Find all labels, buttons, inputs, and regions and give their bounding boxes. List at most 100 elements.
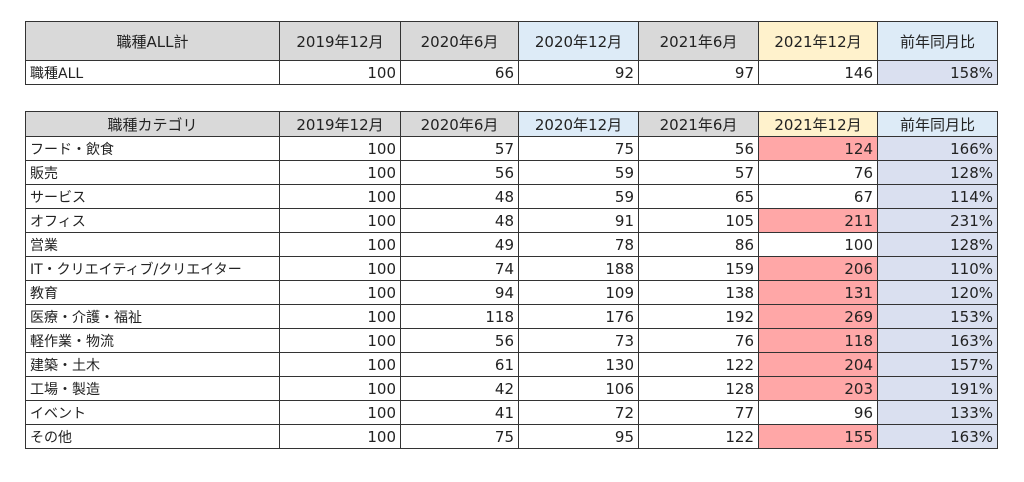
value-cell: 74 (400, 256, 519, 281)
yoy-ratio-cell: 128% (877, 160, 998, 185)
value-cell: 66 (400, 60, 519, 85)
column-header: 2019年12月 (279, 21, 401, 61)
value-cell: 146 (758, 60, 878, 85)
value-cell: 72 (518, 400, 639, 425)
row-label: 医療・介護・福祉 (25, 304, 280, 329)
value-cell: 204 (758, 352, 878, 377)
column-header: 2020年12月 (518, 21, 639, 61)
row-label: 軽作業・物流 (25, 328, 280, 353)
value-cell: 49 (400, 232, 519, 257)
value-cell: 75 (400, 424, 519, 449)
yoy-ratio-cell: 110% (877, 256, 998, 281)
value-cell: 91 (518, 208, 639, 233)
column-header: 2020年6月 (400, 21, 519, 61)
value-cell: 61 (400, 352, 519, 377)
value-cell: 159 (638, 256, 759, 281)
value-cell: 155 (758, 424, 878, 449)
yoy-ratio-cell: 128% (877, 232, 998, 257)
value-cell: 96 (758, 400, 878, 425)
row-label: フード・飲食 (25, 136, 280, 161)
column-header: 2020年6月 (400, 111, 519, 137)
table-row: その他 100 75 95 122 155 163% (25, 424, 998, 449)
value-cell: 56 (400, 328, 519, 353)
column-header: 前年同月比 (877, 21, 998, 61)
value-cell: 94 (400, 280, 519, 305)
value-cell: 48 (400, 208, 519, 233)
value-cell: 130 (518, 352, 639, 377)
value-cell: 176 (518, 304, 639, 329)
value-cell: 100 (279, 304, 401, 329)
table-row: IT・クリエイティブ/クリエイター 100 74 188 159 206 110% (25, 256, 998, 281)
value-cell: 105 (638, 208, 759, 233)
value-cell: 192 (638, 304, 759, 329)
value-cell: 59 (518, 160, 639, 185)
column-header: 2021年6月 (638, 21, 759, 61)
column-header: 2019年12月 (279, 111, 401, 137)
yoy-ratio-cell: 153% (877, 304, 998, 329)
value-cell: 128 (638, 376, 759, 401)
yoy-ratio-cell: 114% (877, 184, 998, 209)
value-cell: 203 (758, 376, 878, 401)
value-cell: 118 (758, 328, 878, 353)
column-header: 2021年12月 (758, 111, 878, 137)
value-cell: 269 (758, 304, 878, 329)
value-cell: 97 (638, 60, 759, 85)
yoy-ratio-cell: 163% (877, 328, 998, 353)
value-cell: 76 (758, 160, 878, 185)
yoy-ratio-cell: 120% (877, 280, 998, 305)
value-cell: 100 (279, 280, 401, 305)
value-cell: 100 (279, 232, 401, 257)
value-cell: 57 (400, 136, 519, 161)
row-label: 販売 (25, 160, 280, 185)
value-cell: 100 (279, 136, 401, 161)
value-cell: 100 (279, 160, 401, 185)
value-cell: 48 (400, 184, 519, 209)
value-cell: 57 (638, 160, 759, 185)
value-cell: 100 (279, 208, 401, 233)
value-cell: 100 (279, 376, 401, 401)
row-label: その他 (25, 424, 280, 449)
value-cell: 188 (518, 256, 639, 281)
value-cell: 76 (638, 328, 759, 353)
value-cell: 100 (758, 232, 878, 257)
value-cell: 131 (758, 280, 878, 305)
yoy-ratio-cell: 231% (877, 208, 998, 233)
yoy-ratio-cell: 157% (877, 352, 998, 377)
value-cell: 100 (279, 60, 401, 85)
table-row: 販売 100 56 59 57 76 128% (25, 160, 998, 185)
table-row: 建築・土木 100 61 130 122 204 157% (25, 352, 998, 377)
value-cell: 118 (400, 304, 519, 329)
value-cell: 56 (400, 160, 519, 185)
row-label: 工場・製造 (25, 376, 280, 401)
value-cell: 106 (518, 376, 639, 401)
value-cell: 92 (518, 60, 639, 85)
row-label: 教育 (25, 280, 280, 305)
value-cell: 124 (758, 136, 878, 161)
column-header: 2020年12月 (518, 111, 639, 137)
column-header: 職種ALL計 (25, 21, 280, 61)
yoy-ratio-cell: 166% (877, 136, 998, 161)
value-cell: 56 (638, 136, 759, 161)
table-row: 工場・製造 100 42 106 128 203 191% (25, 376, 998, 401)
value-cell: 100 (279, 400, 401, 425)
table-row: 教育 100 94 109 138 131 120% (25, 280, 998, 305)
table-row: 営業 100 49 78 86 100 128% (25, 232, 998, 257)
row-label: オフィス (25, 208, 280, 233)
value-cell: 73 (518, 328, 639, 353)
value-cell: 86 (638, 232, 759, 257)
value-cell: 100 (279, 424, 401, 449)
yoy-ratio-cell: 158% (877, 60, 998, 85)
row-label: IT・クリエイティブ/クリエイター (25, 256, 280, 281)
table-row: フード・飲食 100 57 75 56 124 166% (25, 136, 998, 161)
table-row: 職種ALL 100 66 92 97 146 158% (25, 60, 998, 85)
yoy-ratio-cell: 133% (877, 400, 998, 425)
row-label: 職種ALL (25, 60, 280, 85)
value-cell: 75 (518, 136, 639, 161)
row-label: イベント (25, 400, 280, 425)
value-cell: 100 (279, 256, 401, 281)
column-header: 前年同月比 (877, 111, 998, 137)
table-row: 医療・介護・福祉 100 118 176 192 269 153% (25, 304, 998, 329)
value-cell: 41 (400, 400, 519, 425)
value-cell: 206 (758, 256, 878, 281)
row-label: サービス (25, 184, 280, 209)
